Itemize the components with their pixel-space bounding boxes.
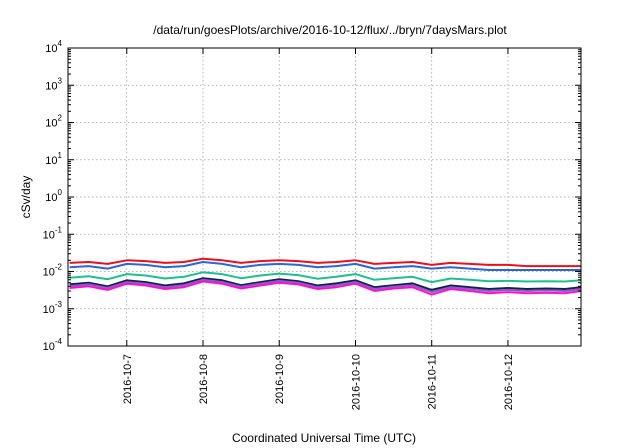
series-line-3: [69, 271, 582, 284]
x-tick-label: 2016-10-9: [274, 354, 286, 404]
x-tick-label: 2016-10-8: [198, 354, 210, 404]
y-tick-label: 100: [45, 188, 62, 204]
y-tick-label: 104: [45, 39, 62, 55]
chart-title: /data/run/goesPlots/archive/2016-10-12/f…: [153, 23, 507, 37]
y-tick-label: 103: [45, 76, 62, 92]
series-line-5: [69, 278, 582, 294]
x-tick-label: 2016-10-7: [122, 354, 134, 404]
series-line-2: [69, 261, 581, 271]
series-line-1: [69, 257, 581, 268]
series-line-6: [69, 280, 582, 296]
x-tick-label: 2016-10-12: [503, 354, 515, 410]
x-axis-label: Coordinated Universal Time (UTC): [232, 431, 416, 445]
y-axis-label: cSv/day: [19, 176, 33, 219]
y-tick-label: 10-3: [43, 300, 63, 316]
plot-frame: [67, 47, 582, 347]
axis-ticks: 10-4 10-3 10-2 10-1 100 101 102 103 104 2016-10-7…: [43, 39, 581, 410]
x-tick-label: 2016-10-10: [350, 354, 362, 410]
y-tick-label: 102: [45, 114, 62, 130]
x-tick-label: 2016-10-11: [427, 354, 439, 409]
y-tick-label: 101: [45, 151, 62, 167]
y-tick-label: 10-4: [43, 337, 63, 353]
y-tick-label: 10-2: [43, 263, 63, 279]
y-tick-label: 10-1: [43, 225, 63, 241]
grid: [68, 48, 581, 346]
plot-series: [69, 257, 582, 296]
series-line-4: [69, 277, 582, 291]
